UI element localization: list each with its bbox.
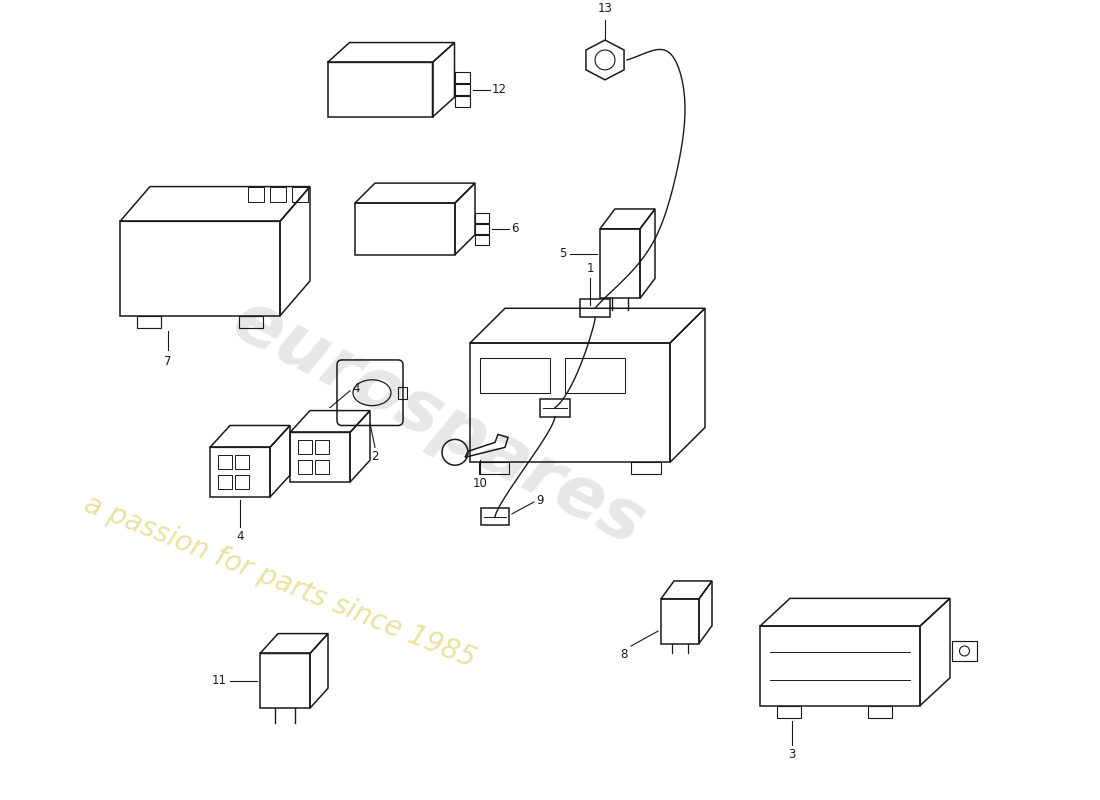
Text: 11: 11: [212, 674, 227, 687]
Text: 8: 8: [620, 648, 628, 661]
Text: 6: 6: [512, 222, 518, 235]
Text: 13: 13: [597, 2, 613, 15]
Text: 9: 9: [536, 494, 543, 507]
Text: 10: 10: [473, 477, 487, 490]
Text: 1: 1: [586, 262, 594, 275]
Text: 3: 3: [789, 748, 795, 762]
Text: 12: 12: [492, 83, 506, 96]
Text: 4: 4: [352, 382, 360, 395]
Text: 5: 5: [560, 247, 566, 260]
Text: 2: 2: [372, 450, 378, 463]
Text: 7: 7: [164, 355, 172, 369]
Text: 4: 4: [236, 530, 244, 543]
Text: eurospares: eurospares: [220, 285, 656, 560]
Text: a passion for parts since 1985: a passion for parts since 1985: [80, 490, 480, 673]
